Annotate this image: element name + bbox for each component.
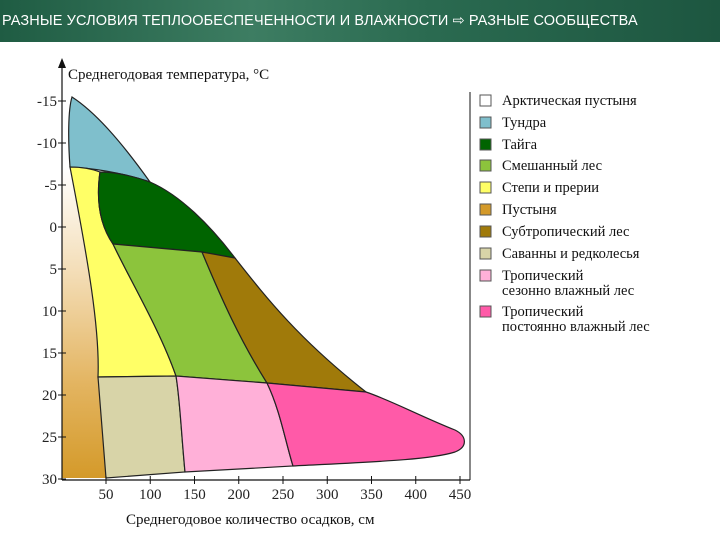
legend-label-arctic-desert: Арктическая пустыня [502,93,637,109]
x-tick-label: 250 [272,487,295,503]
legend-label-desert: Пустыня [502,202,557,218]
legend-swatch-tropical-rainforest [479,305,492,318]
y-tick-label: 5 [50,262,58,278]
y-tick-label: 25 [42,430,57,446]
region-desert [62,167,106,478]
legend-swatch-tundra [479,116,492,129]
x-tick-label: 400 [405,487,428,503]
legend-label-tropical-seasonal: сезонно влажный лес [502,283,634,299]
x-tick-label: 150 [183,487,206,503]
region-savanna [97,375,186,479]
legend-label-tropical-rainforest: постоянно влажный лес [502,319,650,335]
x-tick-label: 50 [99,487,114,503]
legend-label-tropical-rainforest: Тропический [502,304,584,320]
y-tick-label: 20 [42,388,57,404]
header-bar: РАЗНЫЕ УСЛОВИЯ ТЕПЛООБЕСПЕЧЕННОСТИ И ВЛА… [0,0,720,42]
legend-label-savanna: Саванны и редколесья [502,246,640,262]
legend-label-taiga: Тайга [502,137,538,153]
y-tick-label: 30 [42,472,57,488]
legend-swatch-steppe [479,181,492,194]
region-tropical-rainforest [266,382,465,467]
x-tick-label: 350 [360,487,383,503]
y-tick-label: 15 [42,346,57,362]
x-axis-title: Среднегодовое количество осадков, см [126,512,375,528]
legend: Арктическая пустыня Тундра Тайга Смешанный … [479,93,650,335]
biome-diagram: Среднегодовая температура, °С Среднегодо… [37,58,650,528]
legend-swatch-taiga [479,138,492,151]
x-tick-label: 450 [449,487,472,503]
y-axis-ticks: -15 -10 -5 0 5 10 15 20 25 30 [37,94,66,488]
legend-swatch-tropical-seasonal [479,269,492,282]
region-arctic-desert [62,97,72,167]
legend-swatch-desert [479,203,492,216]
y-tick-label: 10 [42,304,57,320]
legend-swatch-mixed-forest [479,159,492,172]
y-tick-label: 0 [50,220,58,236]
region-taiga [97,171,237,259]
legend-swatch-arctic-desert [479,94,492,107]
legend-label-subtropical-forest: Субтропический лес [502,224,629,240]
legend-label-tundra: Тундра [502,115,547,131]
legend-label-tropical-seasonal: Тропический [502,268,584,284]
legend-swatch-subtropical-forest [479,225,492,238]
y-tick-label: -10 [37,136,57,152]
y-axis-arrow [58,58,66,68]
page-title: РАЗНЫЕ УСЛОВИЯ ТЕПЛООБЕСПЕЧЕННОСТИ И ВЛА… [2,13,638,29]
x-tick-label: 300 [316,487,339,503]
legend-label-steppe: Степи и прерии [502,180,599,196]
x-axis-ticks: 50 100 150 200 250 300 350 400 450 [99,476,472,503]
y-axis-title: Среднегодовая температура, °С [68,67,269,83]
legend-label-mixed-forest: Смешанный лес [502,158,602,174]
x-tick-label: 200 [228,487,251,503]
x-tick-label: 100 [139,487,162,503]
y-tick-label: -15 [37,94,57,110]
legend-swatch-savanna [479,247,492,260]
y-tick-label: -5 [45,178,58,194]
